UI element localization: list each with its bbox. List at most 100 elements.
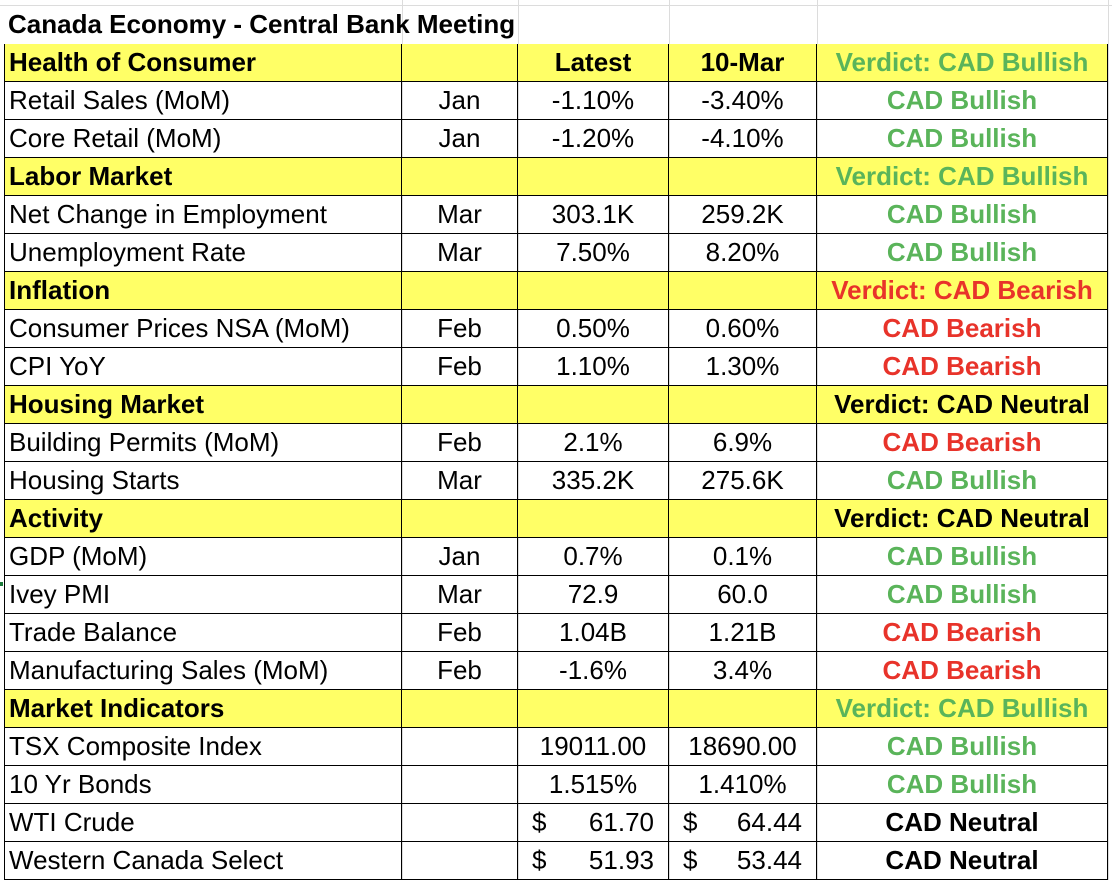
section-title-cell[interactable]: Inflation	[4, 272, 402, 310]
section-title-cell[interactable]: Housing Market	[4, 386, 402, 424]
period-cell[interactable]	[402, 728, 518, 766]
verdict-cell[interactable]: CAD Bullish	[817, 766, 1108, 804]
period-cell[interactable]: Feb	[402, 652, 518, 690]
previous-value-cell[interactable]	[669, 386, 817, 424]
section-title-cell[interactable]: Market Indicators	[4, 690, 402, 728]
previous-value-cell[interactable]	[669, 272, 817, 310]
section-verdict-cell[interactable]: Verdict: CAD Neutral	[817, 500, 1108, 538]
verdict-cell[interactable]: CAD Bearish	[817, 424, 1108, 462]
period-cell[interactable]: Feb	[402, 614, 518, 652]
previous-value-cell[interactable]: 1.21B	[669, 614, 817, 652]
latest-value-cell[interactable]: 0.50%	[518, 310, 669, 348]
previous-value-cell[interactable]: 18690.00	[669, 728, 817, 766]
verdict-cell[interactable]: CAD Bearish	[817, 348, 1108, 386]
verdict-cell[interactable]: CAD Bullish	[817, 728, 1108, 766]
period-cell[interactable]	[402, 386, 518, 424]
indicator-name-cell[interactable]: Housing Starts	[4, 462, 402, 500]
verdict-cell[interactable]: CAD Bullish	[817, 196, 1108, 234]
latest-value-cell[interactable]: 0.7%	[518, 538, 669, 576]
sheet-title[interactable]: Canada Economy - Central Bank Meeting	[8, 9, 516, 39]
verdict-cell[interactable]: CAD Bearish	[817, 652, 1108, 690]
latest-value-cell[interactable]: Latest	[518, 44, 669, 82]
latest-value-cell[interactable]	[518, 272, 669, 310]
verdict-cell[interactable]: CAD Bullish	[817, 82, 1108, 120]
indicator-name-cell[interactable]: Manufacturing Sales (MoM)	[4, 652, 402, 690]
period-cell[interactable]	[402, 690, 518, 728]
previous-value-cell[interactable]: 0.1%	[669, 538, 817, 576]
period-cell[interactable]	[402, 842, 518, 880]
period-cell[interactable]: Jan	[402, 538, 518, 576]
section-title-cell[interactable]: Labor Market	[4, 158, 402, 196]
period-cell[interactable]: Mar	[402, 234, 518, 272]
indicator-name-cell[interactable]: Retail Sales (MoM)	[4, 82, 402, 120]
verdict-cell[interactable]: CAD Bearish	[817, 310, 1108, 348]
period-cell[interactable]	[402, 804, 518, 842]
previous-value-cell[interactable]	[669, 158, 817, 196]
previous-value-cell[interactable]: $64.44	[669, 804, 817, 842]
section-title-cell[interactable]: Health of Consumer	[4, 44, 402, 82]
previous-value-cell[interactable]: -4.10%	[669, 120, 817, 158]
indicator-name-cell[interactable]: GDP (MoM)	[4, 538, 402, 576]
previous-value-cell[interactable]: 10-Mar	[669, 44, 817, 82]
period-cell[interactable]	[402, 158, 518, 196]
latest-value-cell[interactable]	[518, 158, 669, 196]
period-cell[interactable]: Feb	[402, 424, 518, 462]
indicator-name-cell[interactable]: Unemployment Rate	[4, 234, 402, 272]
latest-value-cell[interactable]	[518, 386, 669, 424]
indicator-name-cell[interactable]: 10 Yr Bonds	[4, 766, 402, 804]
previous-value-cell[interactable]: 3.4%	[669, 652, 817, 690]
previous-value-cell[interactable]: 0.60%	[669, 310, 817, 348]
latest-value-cell[interactable]: 7.50%	[518, 234, 669, 272]
period-cell[interactable]: Mar	[402, 462, 518, 500]
latest-value-cell[interactable]: 335.2K	[518, 462, 669, 500]
period-cell[interactable]: Jan	[402, 82, 518, 120]
latest-value-cell[interactable]: 1.515%	[518, 766, 669, 804]
previous-value-cell[interactable]: 60.0	[669, 576, 817, 614]
verdict-cell[interactable]: CAD Neutral	[817, 804, 1108, 842]
latest-value-cell[interactable]: $61.70	[518, 804, 669, 842]
indicator-name-cell[interactable]: Core Retail (MoM)	[4, 120, 402, 158]
indicator-name-cell[interactable]: Western Canada Select	[4, 842, 402, 880]
previous-value-cell[interactable]: 1.30%	[669, 348, 817, 386]
period-cell[interactable]: Jan	[402, 120, 518, 158]
period-cell[interactable]: Feb	[402, 348, 518, 386]
period-cell[interactable]	[402, 44, 518, 82]
period-cell[interactable]	[402, 500, 518, 538]
latest-value-cell[interactable]: -1.6%	[518, 652, 669, 690]
verdict-cell[interactable]: CAD Bullish	[817, 576, 1108, 614]
previous-value-cell[interactable]: 8.20%	[669, 234, 817, 272]
verdict-cell[interactable]: CAD Bearish	[817, 614, 1108, 652]
previous-value-cell[interactable]	[669, 500, 817, 538]
section-verdict-cell[interactable]: Verdict: CAD Neutral	[817, 386, 1108, 424]
indicator-name-cell[interactable]: Net Change in Employment	[4, 196, 402, 234]
indicator-name-cell[interactable]: Consumer Prices NSA (MoM)	[4, 310, 402, 348]
period-cell[interactable]: Mar	[402, 576, 518, 614]
section-title-cell[interactable]: Activity	[4, 500, 402, 538]
section-verdict-cell[interactable]: Verdict: CAD Bullish	[817, 690, 1108, 728]
verdict-cell[interactable]: CAD Neutral	[817, 842, 1108, 880]
previous-value-cell[interactable]: -3.40%	[669, 82, 817, 120]
previous-value-cell[interactable]: $53.44	[669, 842, 817, 880]
section-verdict-cell[interactable]: Verdict: CAD Bullish	[817, 158, 1108, 196]
indicator-name-cell[interactable]: CPI YoY	[4, 348, 402, 386]
latest-value-cell[interactable]	[518, 500, 669, 538]
indicator-name-cell[interactable]: Building Permits (MoM)	[4, 424, 402, 462]
period-cell[interactable]	[402, 272, 518, 310]
latest-value-cell[interactable]: $51.93	[518, 842, 669, 880]
indicator-name-cell[interactable]: TSX Composite Index	[4, 728, 402, 766]
verdict-cell[interactable]: CAD Bullish	[817, 538, 1108, 576]
verdict-cell[interactable]: CAD Bullish	[817, 234, 1108, 272]
period-cell[interactable]: Feb	[402, 310, 518, 348]
latest-value-cell[interactable]	[518, 690, 669, 728]
latest-value-cell[interactable]: -1.20%	[518, 120, 669, 158]
indicator-name-cell[interactable]: Ivey PMI	[4, 576, 402, 614]
latest-value-cell[interactable]: 19011.00	[518, 728, 669, 766]
verdict-cell[interactable]: CAD Bullish	[817, 462, 1108, 500]
latest-value-cell[interactable]: 2.1%	[518, 424, 669, 462]
verdict-cell[interactable]: CAD Bullish	[817, 120, 1108, 158]
latest-value-cell[interactable]: -1.10%	[518, 82, 669, 120]
indicator-name-cell[interactable]: WTI Crude	[4, 804, 402, 842]
previous-value-cell[interactable]	[669, 690, 817, 728]
latest-value-cell[interactable]: 303.1K	[518, 196, 669, 234]
section-verdict-cell[interactable]: Verdict: CAD Bullish	[817, 44, 1108, 82]
